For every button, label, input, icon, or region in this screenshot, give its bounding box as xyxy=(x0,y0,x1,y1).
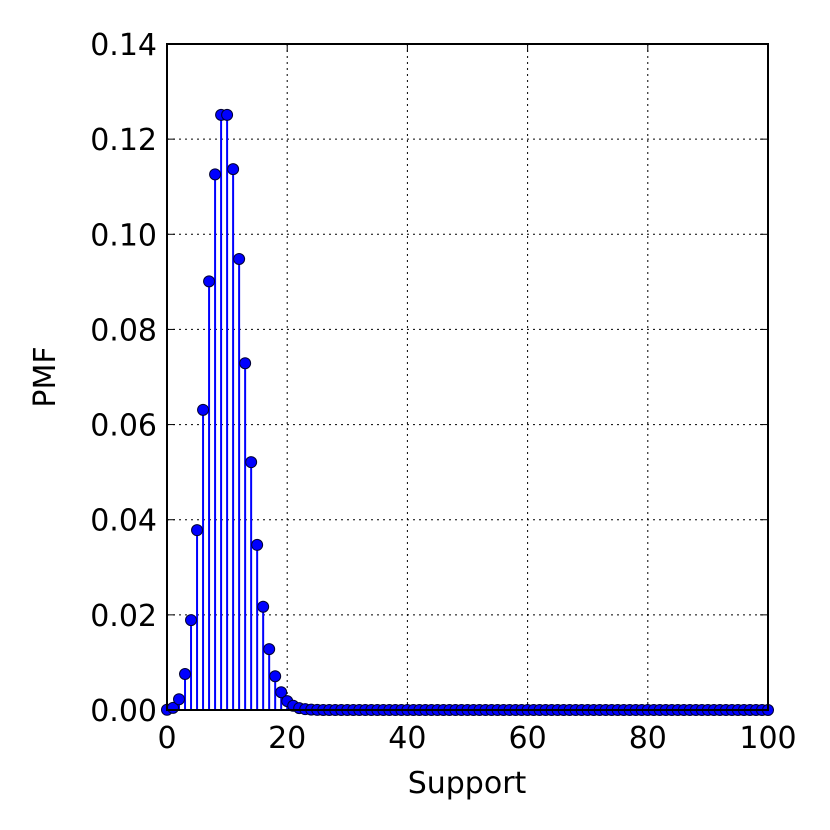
marker xyxy=(197,403,210,416)
marker xyxy=(209,168,222,181)
y-axis-label: PMF xyxy=(28,346,63,407)
marker xyxy=(191,524,204,537)
marker xyxy=(173,693,186,706)
y-tick-label: 0.10 xyxy=(90,218,157,253)
y-tick-label: 0.06 xyxy=(90,409,157,444)
x-tick-label: 80 xyxy=(629,721,667,756)
y-tick-label: 0.02 xyxy=(90,599,157,634)
x-tick-label: 20 xyxy=(268,721,306,756)
y-tick-label: 0.12 xyxy=(90,123,157,158)
marker xyxy=(263,643,276,656)
x-axis-label: Support xyxy=(408,766,527,801)
x-tick-label: 0 xyxy=(157,721,176,756)
x-tick-label: 60 xyxy=(509,721,547,756)
y-tick-label: 0.08 xyxy=(90,313,157,348)
marker xyxy=(251,538,264,551)
marker xyxy=(245,456,258,469)
x-tick-label: 100 xyxy=(739,721,796,756)
plot-frame xyxy=(166,43,769,711)
marker xyxy=(233,253,246,266)
y-tick-label: 0.00 xyxy=(90,694,157,729)
marker xyxy=(221,108,234,121)
marker xyxy=(185,614,198,627)
marker xyxy=(239,357,252,370)
y-tick-label: 0.04 xyxy=(90,504,157,539)
marker xyxy=(257,600,270,613)
marker xyxy=(227,163,240,176)
y-tick-label: 0.14 xyxy=(90,28,157,63)
marker xyxy=(203,275,216,288)
marker xyxy=(269,670,282,683)
x-tick-label: 40 xyxy=(388,721,426,756)
marker xyxy=(275,686,288,699)
marker xyxy=(179,667,192,680)
